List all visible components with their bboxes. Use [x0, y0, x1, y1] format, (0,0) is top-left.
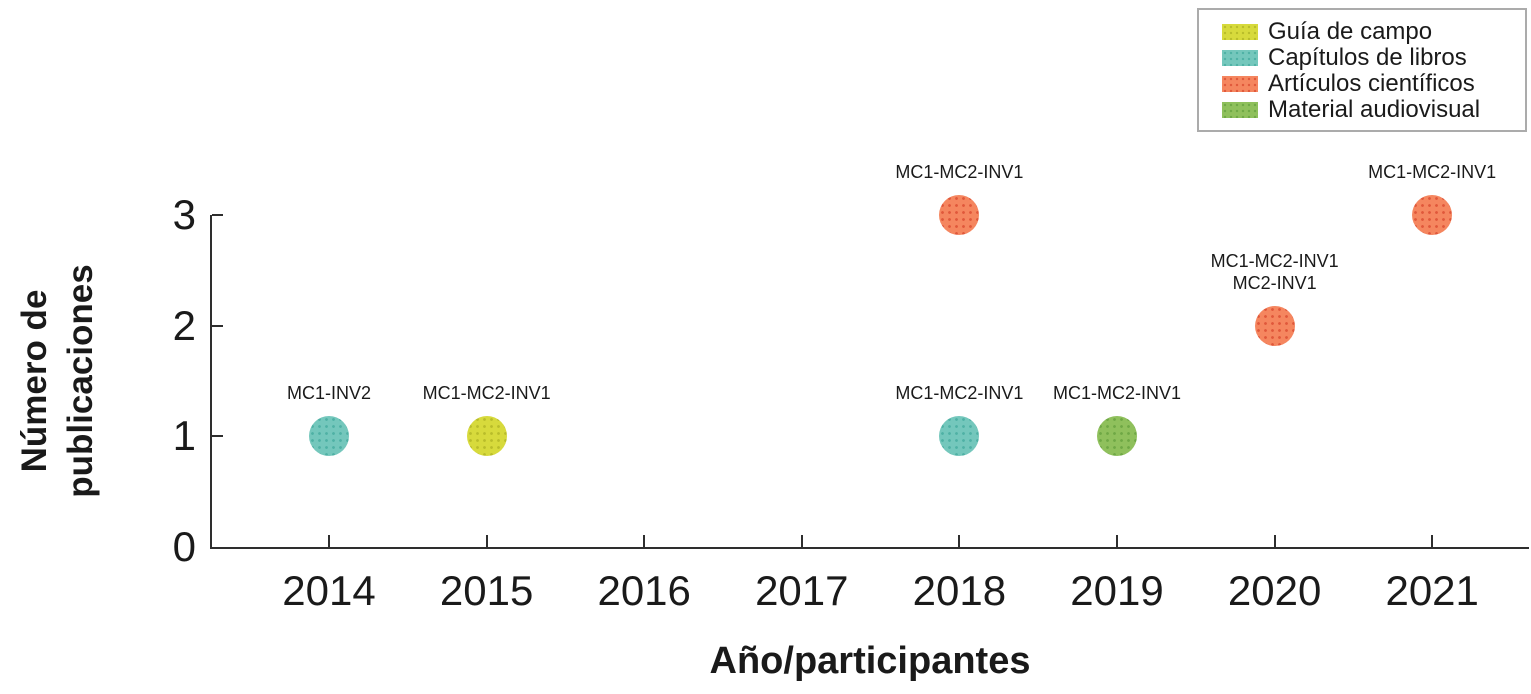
data-point-2018-y3	[939, 194, 980, 235]
y-axis-title-line1: Número de	[15, 289, 54, 473]
data-point-label-2018-y3: MC1-MC2-INV1	[895, 161, 1024, 182]
data-point-label-2018-y1: MC1-MC2-INV1	[895, 383, 1024, 404]
x-tick-2021	[1431, 535, 1434, 547]
data-point-2020-y2	[1254, 305, 1295, 346]
data-point-2021-y3	[1412, 194, 1453, 235]
x-tick-label-2020: 2020	[1227, 567, 1322, 614]
legend: Guía de campo Capítulos de libros Artícu…	[1197, 8, 1527, 132]
y-tick-label-3: 3	[172, 190, 196, 238]
legend-swatch-2	[1222, 76, 1258, 92]
legend-label-1: Capítulos de libros	[1268, 44, 1467, 71]
data-point-2014-y1	[309, 416, 349, 457]
x-axis-line	[210, 547, 1529, 549]
legend-item-material-audiovisual: Material audiovisual	[1222, 97, 1525, 123]
legend-label-3: Material audiovisual	[1268, 96, 1481, 123]
y-tick-label-0: 0	[172, 523, 196, 570]
legend-item-guia-de-campo: Guía de campo	[1222, 19, 1525, 45]
legend-item-articulos-cientificos: Artículos científicos	[1222, 71, 1525, 97]
data-point-2018-y1	[939, 416, 980, 457]
x-tick-2020	[1273, 535, 1276, 547]
x-tick-label-2021: 2021	[1385, 567, 1479, 614]
x-tick-label-2014: 2014	[282, 567, 376, 614]
x-tick-2017	[800, 535, 803, 547]
y-tick-3	[212, 213, 223, 216]
data-point-2019-y1	[1097, 416, 1137, 457]
legend-swatch-0	[1222, 24, 1258, 40]
x-tick-label-2016: 2016	[597, 567, 691, 614]
y-axis-title: Número de publicaciones	[12, 171, 108, 591]
data-point-label-2020-y2: MC1-MC2-INV1 MC2-INV1	[1210, 250, 1339, 293]
x-tick-label-2017: 2017	[755, 567, 849, 614]
y-tick-label-2: 2	[172, 301, 196, 349]
legend-swatch-3	[1222, 102, 1258, 118]
x-tick-2014	[328, 535, 330, 547]
legend-label-0: Guía de campo	[1268, 18, 1433, 45]
data-point-label-2021-y3: MC1-MC2-INV1	[1368, 161, 1497, 182]
data-point-2015-y1	[466, 416, 507, 457]
data-point-label-2019-y1: MC1-MC2-INV1	[1052, 383, 1181, 404]
data-point-label-2015-y1: MC1-MC2-INV1	[422, 383, 551, 404]
x-axis-title: Año/participantes	[709, 640, 1031, 682]
y-tick-1	[212, 435, 223, 438]
data-point-label-2014-y1: MC1-INV2	[286, 383, 371, 404]
y-tick-2	[212, 324, 223, 327]
x-tick-2019	[1116, 535, 1118, 547]
x-tick-2015	[485, 535, 488, 547]
legend-label-2: Artículos científicos	[1268, 70, 1475, 97]
x-tick-label-2015: 2015	[439, 567, 534, 614]
x-tick-2018	[958, 535, 961, 547]
legend-item-capitulos-de-libros: Capítulos de libros	[1222, 45, 1525, 71]
x-tick-label-2019: 2019	[1070, 567, 1164, 614]
x-tick-label-2018: 2018	[912, 567, 1007, 614]
legend-swatch-1	[1222, 50, 1258, 66]
y-axis-line	[210, 215, 212, 549]
y-axis-title-line2: publicaciones	[61, 264, 100, 498]
y-tick-label-1: 1	[172, 412, 196, 460]
x-tick-2016	[643, 535, 646, 547]
